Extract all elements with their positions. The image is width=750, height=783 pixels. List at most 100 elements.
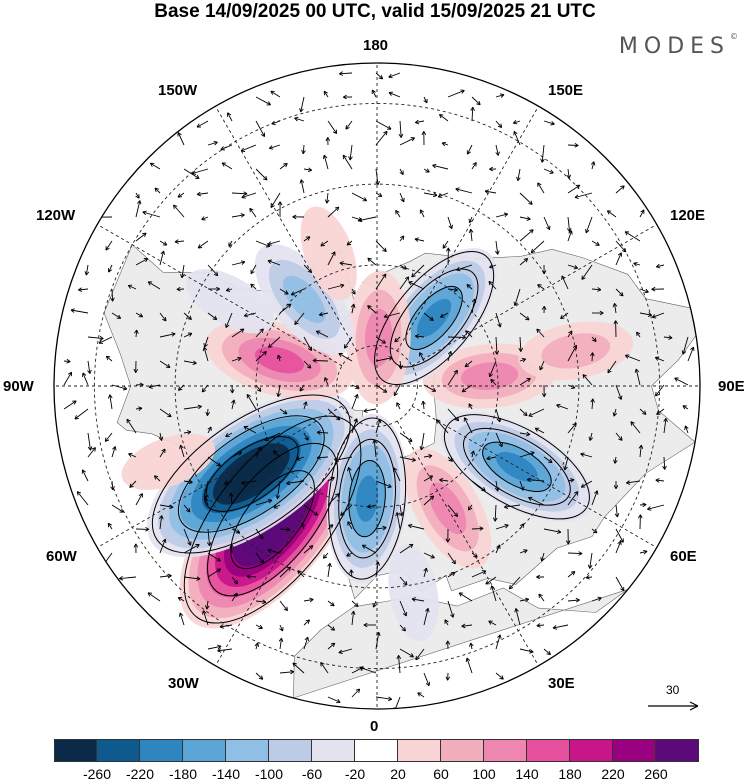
wind-arrow	[536, 328, 545, 338]
wind-arrow	[183, 312, 192, 320]
wind-arrow	[536, 574, 544, 580]
wind-arrow	[447, 456, 453, 462]
wind-arrow	[107, 264, 113, 273]
wind-arrow	[327, 696, 341, 704]
wind-arrow	[674, 377, 689, 386]
wind-arrow	[267, 548, 281, 554]
wind-arrow	[495, 120, 503, 129]
negative-anomaly	[326, 413, 408, 584]
wind-arrow	[398, 120, 404, 138]
wind-arrow	[338, 352, 353, 362]
wind-arrow	[316, 430, 329, 435]
contour-line	[207, 442, 339, 597]
wind-arrow	[183, 360, 197, 366]
wind-arrow	[110, 288, 115, 302]
wind-arrow	[447, 216, 453, 230]
wind-arrow	[297, 570, 305, 578]
wind-arrow	[447, 335, 466, 340]
negative-anomaly	[147, 390, 356, 558]
wind-arrow	[334, 456, 353, 462]
wind-arrow	[347, 466, 353, 482]
wind-arrow	[399, 235, 405, 242]
wind-arrow	[464, 360, 473, 368]
wind-arrow	[399, 137, 415, 146]
colorbar-tick-label: 100	[472, 766, 496, 782]
wind-arrow	[432, 163, 449, 170]
wind-arrow	[249, 207, 257, 218]
wind-arrow	[327, 524, 334, 530]
wind-arrow	[445, 672, 451, 681]
anomaly-contour-fill	[356, 475, 379, 522]
wind-arrow	[128, 452, 137, 458]
wind-arrow	[518, 336, 524, 352]
wind-arrow	[463, 417, 473, 434]
wind-arrow	[342, 94, 353, 100]
wind-arrow	[536, 623, 545, 628]
wind-arrow	[552, 624, 569, 630]
colorbar-swatch	[441, 739, 484, 762]
wind-arrow	[207, 644, 222, 650]
wind-arrow	[447, 350, 453, 362]
wind-arrow	[303, 167, 313, 173]
colorbar-swatch	[269, 739, 312, 762]
wind-arrow	[342, 154, 353, 170]
wind-arrow	[81, 469, 89, 482]
wind-arrow	[207, 264, 219, 277]
wind-arrow	[327, 408, 341, 421]
wind-arrow	[203, 480, 209, 499]
wind-arrow	[567, 571, 576, 578]
wind-arrow	[255, 552, 265, 564]
contour-line	[389, 268, 479, 368]
wind-arrow	[526, 477, 545, 483]
wind-arrow	[327, 120, 338, 135]
wind-arrow	[615, 252, 623, 266]
wind-arrow	[484, 189, 497, 194]
wind-arrow	[231, 576, 238, 585]
wind-arrow	[655, 384, 665, 397]
wind-arrow	[367, 257, 377, 266]
wind-arrow	[468, 403, 473, 410]
wind-arrow	[615, 528, 624, 543]
wind-arrow	[421, 400, 426, 410]
wind-arrow	[159, 250, 166, 266]
wind-arrow	[419, 432, 425, 451]
wind-arrow	[312, 358, 329, 363]
wind-arrow	[399, 192, 405, 203]
wind-arrow	[439, 477, 449, 483]
wind-arrow	[471, 480, 486, 492]
wind-arrow	[351, 418, 358, 434]
wind-arrow	[254, 642, 260, 650]
wind-arrow	[350, 610, 356, 626]
wind-arrow	[466, 144, 473, 155]
wind-arrow	[442, 240, 449, 249]
wind-arrow	[231, 451, 243, 458]
wind-arrow	[375, 192, 383, 197]
wind-arrow	[372, 439, 377, 458]
contour-line	[405, 286, 463, 350]
wind-arrow	[303, 401, 308, 410]
wind-arrow	[534, 427, 545, 434]
wind-arrow	[626, 480, 641, 485]
wind-arrow	[651, 286, 665, 292]
wind-arrow	[159, 538, 167, 554]
wind-arrow	[322, 154, 329, 170]
wind-arrow	[227, 112, 233, 122]
wind-arrow	[87, 360, 92, 374]
wind-arrow	[286, 480, 305, 486]
wind-arrow	[255, 446, 262, 458]
wind-arrow	[228, 492, 234, 506]
wind-arrow	[687, 346, 695, 362]
wind-arrow	[519, 549, 528, 554]
wind-arrow	[615, 288, 624, 297]
wind-arrow	[159, 312, 167, 322]
wind-arrow	[294, 116, 305, 122]
wind-arrow	[399, 543, 414, 554]
wind-arrow	[495, 672, 504, 680]
wind-arrow	[159, 240, 168, 246]
wind-arrow	[561, 275, 569, 290]
wind-arrow	[303, 336, 312, 351]
lon-label-60w: 60W	[46, 548, 77, 565]
wind-arrow	[495, 544, 501, 554]
wind-arrow	[290, 288, 305, 296]
wind-arrow	[231, 213, 245, 218]
